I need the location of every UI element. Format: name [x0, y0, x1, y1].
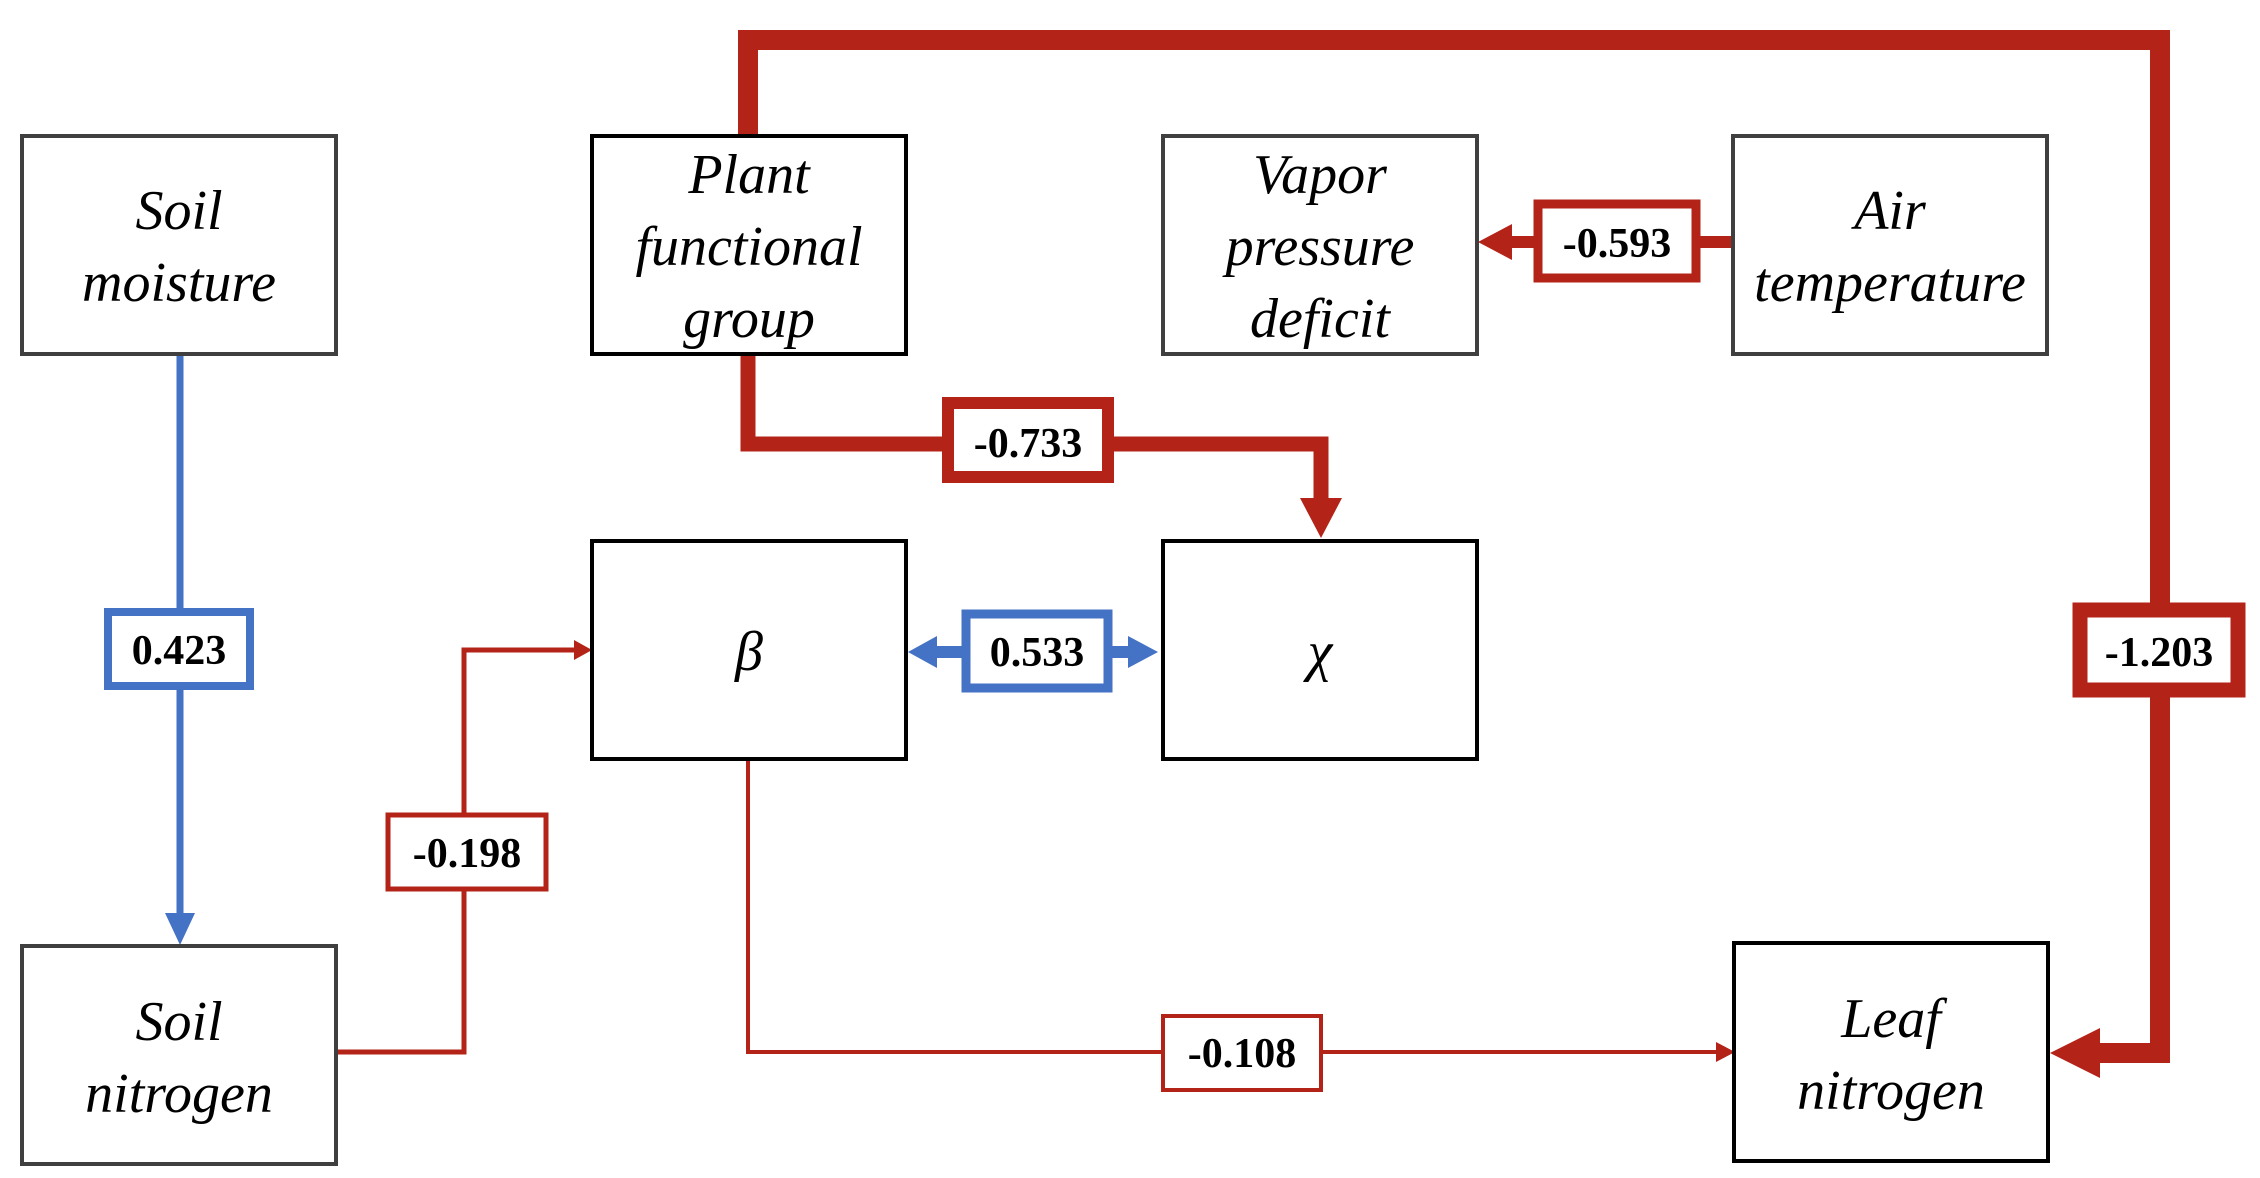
node-label-line: Leaf [1840, 988, 1948, 1050]
coefficient-value: -0.198 [413, 831, 522, 877]
coefficient-label-air-temperature-to-vpd: -0.593 [1533, 199, 1701, 283]
node-label-line: Soil [135, 991, 222, 1053]
node-label-line: χ [1303, 621, 1334, 683]
node-air-temperature: Air temperature [1731, 134, 2049, 356]
node-label-line: Vapor [1253, 144, 1387, 206]
coefficient-label-beta-to-leaf-nitrogen: -0.108 [1161, 1014, 1323, 1092]
coefficient-value: -0.108 [1188, 1031, 1297, 1077]
node-beta: β [590, 539, 908, 761]
node-plant-functional-group: Plant functional group [590, 134, 908, 356]
node-vapor-pressure-deficit: Vapor pressure deficit [1161, 134, 1479, 356]
node-label-line: Plant [687, 144, 811, 206]
coefficient-label-soil-moisture-to-soil-nitrogen: 0.423 [104, 608, 254, 690]
coefficient-value: -0.593 [1563, 221, 1672, 267]
node-label-line: Air [1850, 180, 1926, 242]
coefficient-value: 0.533 [990, 630, 1085, 676]
node-label-line: deficit [1250, 288, 1391, 350]
node-chi: χ [1161, 539, 1479, 761]
coefficient-label-plant-functional-group-to-leaf-nitrogen: -1.203 [2072, 602, 2246, 698]
node-soil-nitrogen: Soil nitrogen [20, 944, 338, 1166]
node-label-line: moisture [82, 252, 276, 314]
node-soil-moisture: Soil moisture [20, 134, 338, 356]
node-label-line: β [734, 621, 763, 683]
coefficient-label-soil-nitrogen-to-beta: -0.198 [385, 812, 549, 892]
node-label-line: Soil [135, 180, 222, 242]
node-label-line: nitrogen [1797, 1060, 1985, 1122]
path-plant-functional-group-to-leaf-nitrogen [738, 30, 2170, 1078]
node-label-line: pressure [1222, 216, 1415, 278]
coefficient-value: -1.203 [2105, 630, 2214, 676]
coefficient-label-beta-chi-correlation: 0.533 [961, 609, 1113, 693]
path-beta-to-leaf-nitrogen [746, 760, 1735, 1062]
coefficient-value: -0.733 [974, 421, 1083, 467]
node-label-line: temperature [1754, 252, 2026, 314]
node-leaf-nitrogen: Leaf nitrogen [1732, 941, 2050, 1163]
node-label-line: nitrogen [85, 1063, 273, 1125]
node-label-line: group [683, 288, 815, 350]
coefficient-value: 0.423 [132, 628, 227, 674]
node-label-line: functional [635, 216, 862, 278]
coefficient-label-plant-functional-group-to-chi: -0.733 [942, 397, 1114, 483]
